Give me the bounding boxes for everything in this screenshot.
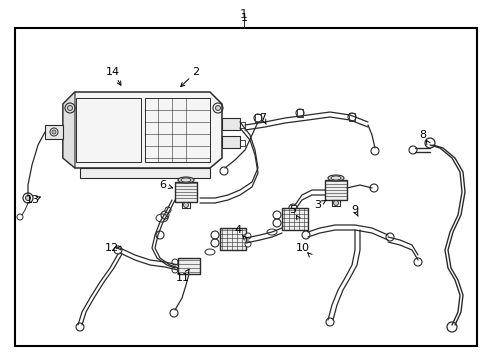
- Circle shape: [295, 109, 304, 117]
- Text: 6: 6: [159, 180, 166, 190]
- Bar: [182, 202, 190, 208]
- Text: 14: 14: [106, 67, 120, 77]
- Circle shape: [67, 105, 72, 111]
- Circle shape: [183, 202, 188, 207]
- Circle shape: [215, 105, 220, 111]
- Text: 11: 11: [176, 273, 190, 283]
- Bar: [222, 136, 240, 148]
- Bar: [220, 228, 245, 250]
- Text: 4: 4: [234, 225, 241, 235]
- Bar: [145, 98, 209, 162]
- Polygon shape: [63, 92, 75, 168]
- Circle shape: [244, 233, 250, 239]
- Text: 1: 1: [240, 9, 247, 22]
- Text: 3: 3: [314, 200, 321, 210]
- Bar: [222, 118, 240, 130]
- Circle shape: [25, 195, 30, 201]
- Bar: [325, 180, 346, 200]
- Text: 9: 9: [351, 205, 358, 215]
- Circle shape: [52, 130, 56, 134]
- Polygon shape: [80, 168, 209, 178]
- Bar: [76, 98, 141, 162]
- Bar: [331, 200, 339, 206]
- Circle shape: [333, 201, 338, 206]
- Circle shape: [347, 113, 355, 121]
- Text: 12: 12: [105, 243, 119, 253]
- Bar: [15, 28, 476, 346]
- Bar: [175, 182, 197, 202]
- Circle shape: [244, 241, 250, 247]
- Circle shape: [164, 207, 171, 213]
- Ellipse shape: [178, 177, 194, 183]
- Text: 7: 7: [259, 113, 266, 123]
- Bar: [45, 125, 63, 139]
- Bar: [178, 258, 200, 274]
- Ellipse shape: [327, 175, 343, 181]
- Text: 2: 2: [192, 67, 199, 77]
- Circle shape: [253, 114, 262, 122]
- Text: 1: 1: [240, 13, 247, 23]
- Text: 13: 13: [26, 195, 40, 205]
- Text: 5: 5: [289, 205, 296, 215]
- Polygon shape: [63, 92, 222, 168]
- Text: 8: 8: [419, 130, 426, 140]
- Text: 10: 10: [295, 243, 309, 253]
- Bar: [282, 208, 307, 230]
